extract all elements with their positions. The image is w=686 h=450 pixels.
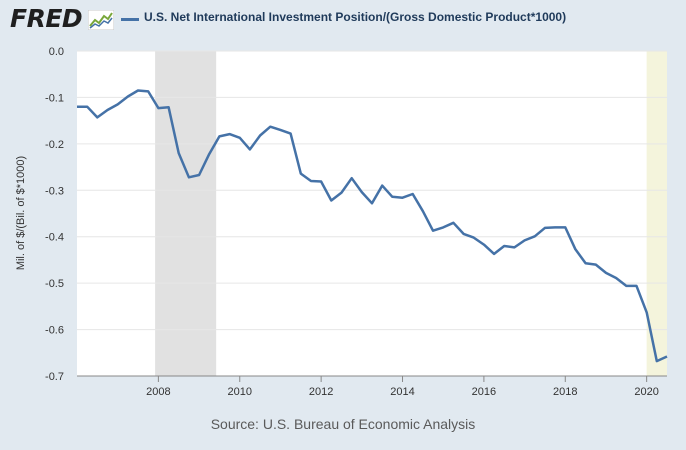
fred-logo[interactable]: FRED xyxy=(10,4,83,33)
y-tick-label: -0.1 xyxy=(45,92,64,104)
legend-label[interactable]: U.S. Net International Investment Positi… xyxy=(144,10,567,24)
shaded-band-1 xyxy=(646,51,667,376)
y-tick-label: -0.2 xyxy=(45,139,64,151)
x-tick-label: 2018 xyxy=(553,386,577,398)
legend-swatch xyxy=(121,18,139,21)
chart-svg: 0.0 -0.1 -0.2 -0.3 -0.4 -0.5 -0.6 -0.7 2008 2010 2… xyxy=(45,46,668,398)
y-tick-label: -0.7 xyxy=(45,371,64,383)
source-note: Source: U.S. Bureau of Economic Analysis xyxy=(210,416,476,432)
x-tick-label: 2010 xyxy=(228,386,252,398)
x-tick-label: 2008 xyxy=(146,386,170,398)
chart-header: FRED U.S. Net International Investment P… xyxy=(0,0,686,40)
x-tick-label: 2016 xyxy=(472,386,496,398)
y-tick-label: -0.6 xyxy=(45,325,64,337)
y-tick-label: -0.5 xyxy=(45,278,64,290)
fred-graph-icon xyxy=(88,10,114,30)
x-tick-label: 2012 xyxy=(309,386,333,398)
shaded-band-0 xyxy=(155,51,217,376)
y-tick-label: -0.3 xyxy=(45,185,64,197)
x-tick-label: 2020 xyxy=(634,386,658,398)
y-tick-label: 0.0 xyxy=(49,46,64,58)
series-line-0 xyxy=(77,89,668,363)
x-tick-label: 2014 xyxy=(390,386,414,398)
y-tick-label: -0.4 xyxy=(45,232,64,244)
